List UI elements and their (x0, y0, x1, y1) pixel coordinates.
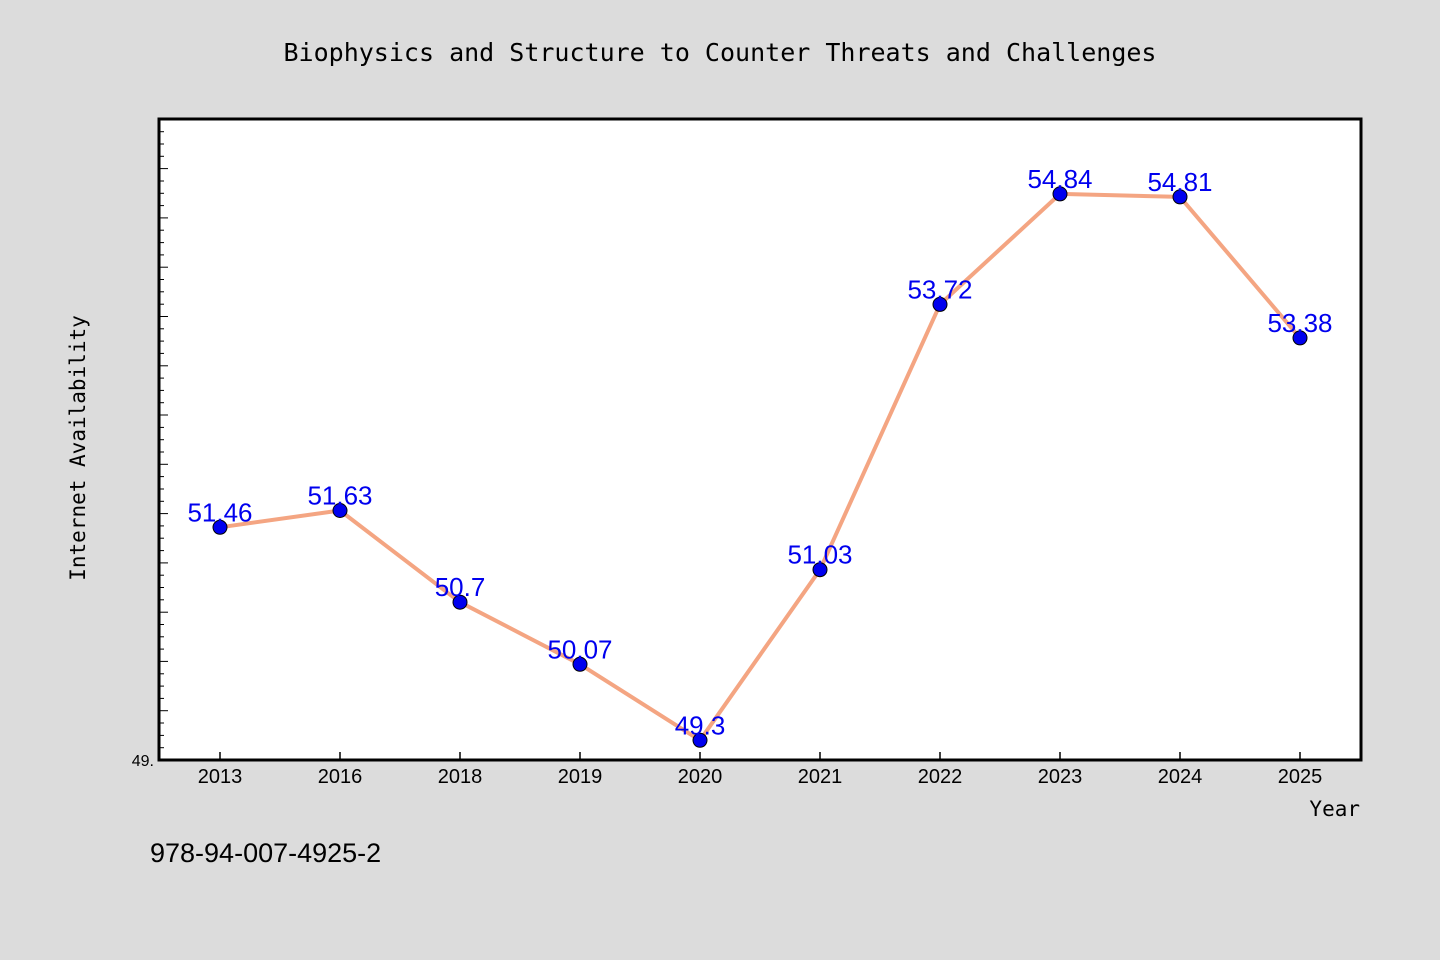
x-axis-ticks (219, 752, 1301, 760)
data-label: 49.3 (675, 710, 726, 740)
data-point (1052, 186, 1068, 202)
chart-title: Biophysics and Structure to Counter Thre… (284, 38, 1157, 67)
series-line (218, 191, 1302, 743)
x-tick-label: 2023 (1038, 766, 1083, 788)
data-point (572, 656, 588, 672)
data-label: 51.03 (787, 540, 852, 570)
x-tick-label: 2019 (558, 766, 603, 788)
data-label: 53.72 (907, 274, 972, 304)
data-markers (212, 186, 1308, 748)
x-tick-label: 2018 (438, 766, 483, 788)
x-tick-label: 2016 (318, 766, 363, 788)
data-point (812, 562, 828, 578)
x-tick-label: 2021 (798, 766, 843, 788)
x-axis-label: Year (1309, 797, 1360, 821)
x-tick-label: 2024 (1158, 766, 1203, 788)
data-label: 54.81 (1147, 167, 1212, 197)
data-point (1172, 189, 1188, 205)
data-label: 51.46 (187, 497, 252, 527)
data-label: 50.07 (547, 634, 612, 664)
data-label: 53.38 (1267, 308, 1332, 338)
y-axis-ticks (159, 131, 168, 761)
x-tick-label: 2025 (1278, 766, 1323, 788)
data-label: 54.84 (1027, 164, 1092, 194)
y-tick-label: 49. (132, 753, 154, 770)
data-point (452, 594, 468, 610)
plot-area (157, 117, 1363, 762)
x-tick-label: 2020 (678, 766, 723, 788)
x-tick-label: 2022 (918, 766, 963, 788)
x-tick-labels: 2013 2016 2018 2019 2020 2021 2022 2023 2024 2025 (198, 766, 1323, 788)
y-axis-label: Internet Availability (66, 315, 90, 581)
data-point (332, 503, 348, 518)
data-point (1292, 330, 1308, 346)
data-point (932, 296, 948, 312)
data-point (212, 519, 228, 535)
x-tick-label: 2013 (198, 766, 243, 788)
data-labels: 51.46 51.63 50.7 50.07 49.3 51.03 53.72 54.84 54… (187, 164, 1332, 740)
data-point (692, 732, 708, 748)
data-label: 51.63 (307, 481, 372, 511)
data-label: 50.7 (435, 572, 486, 602)
isbn-text: 978-94-007-4925-2 (150, 838, 381, 868)
